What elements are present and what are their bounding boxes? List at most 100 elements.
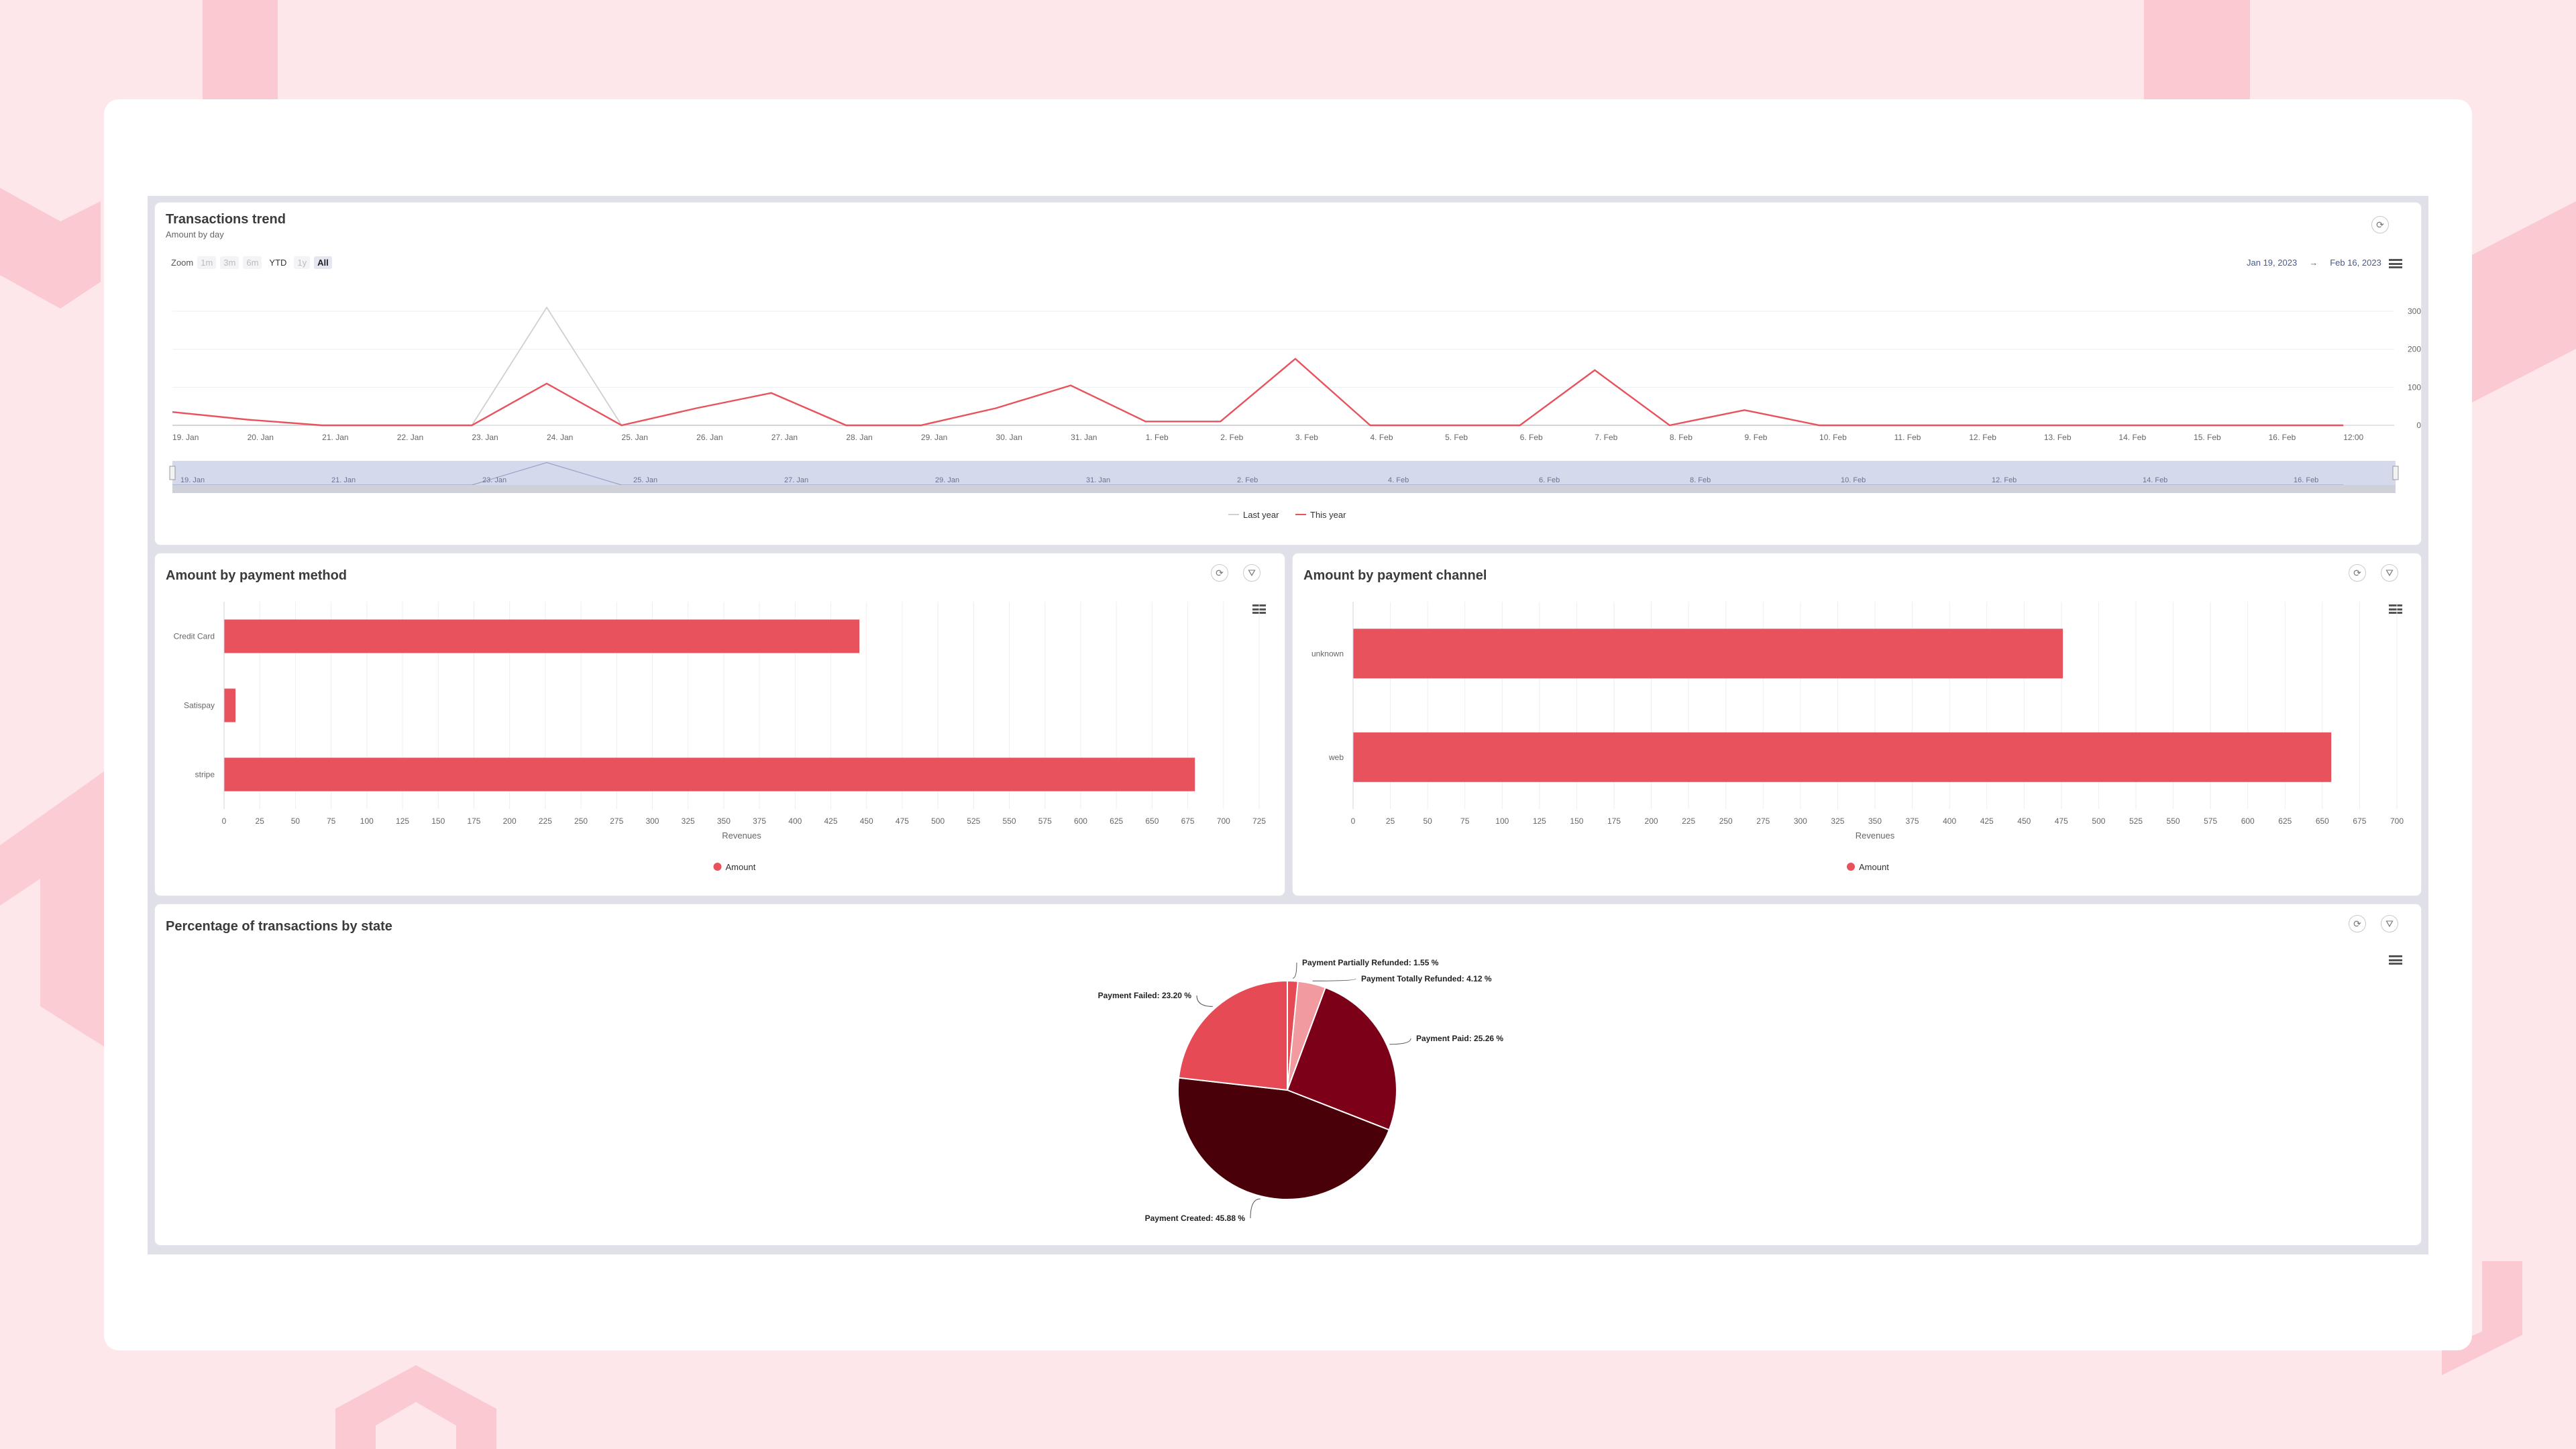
x-tick-label: 625 xyxy=(2278,816,2292,826)
background-stripe-left xyxy=(203,0,278,99)
pie-label: Payment Paid: 25.26 % xyxy=(1416,1034,1503,1043)
x-tick-label: 12. Feb xyxy=(1969,433,1996,442)
x-tick-label: 14. Feb xyxy=(2118,433,2146,442)
category-label: Satispay xyxy=(184,701,215,710)
legend-label-amount: Amount xyxy=(1859,862,1889,872)
filter-icon[interactable]: ⛛ xyxy=(2381,915,2398,932)
pie-slice xyxy=(1177,979,1288,1091)
x-tick-label: 21. Jan xyxy=(322,433,348,442)
legend-label-amount: Amount xyxy=(726,862,756,872)
x-tick-label: 175 xyxy=(467,816,480,826)
x-tick-label: 23. Jan xyxy=(472,433,498,442)
range-to-input[interactable]: Feb 16, 2023 xyxy=(2330,258,2381,268)
filter-icon[interactable]: ⛛ xyxy=(1243,564,1260,582)
x-tick-label: 24. Jan xyxy=(547,433,573,442)
x-tick-label: 150 xyxy=(431,816,445,826)
x-tick-label: 27. Jan xyxy=(771,433,798,442)
x-tick-label: 475 xyxy=(2055,816,2068,826)
x-tick-label: 450 xyxy=(860,816,873,826)
x-tick-label: 500 xyxy=(2092,816,2105,826)
navigator-label: 16. Feb xyxy=(2294,476,2318,484)
x-tick-label: 25 xyxy=(256,816,265,826)
refresh-icon[interactable]: ⟳ xyxy=(2349,915,2366,932)
hamburger-menu-icon[interactable] xyxy=(2389,604,2402,614)
zoom-ytd-button[interactable]: YTD xyxy=(269,258,287,268)
x-tick-label: 175 xyxy=(1607,816,1621,826)
range-separator: → xyxy=(2309,258,2318,268)
legend-marker-amount xyxy=(1847,863,1855,871)
bar xyxy=(1353,732,2332,782)
x-tick-label: 50 xyxy=(1423,816,1432,826)
x-tick-label: 31. Jan xyxy=(1071,433,1097,442)
zoom-all-button[interactable]: All xyxy=(314,256,332,269)
x-tick-label: 250 xyxy=(574,816,588,826)
panel-title: Amount by payment channel xyxy=(1303,568,1487,583)
bar xyxy=(224,688,236,722)
x-tick-label: 650 xyxy=(1145,816,1159,826)
pie-label: Payment Failed: 23.20 % xyxy=(1098,991,1192,1000)
background-stripe-right xyxy=(2144,0,2250,99)
filter-icon[interactable]: ⛛ xyxy=(2381,564,2398,582)
pie-label: Payment Partially Refunded: 1.55 % xyxy=(1302,958,1439,967)
x-tick-label: 700 xyxy=(2390,816,2404,826)
navigator-label: 31. Jan xyxy=(1086,476,1110,484)
x-tick-label: 16. Feb xyxy=(2269,433,2296,442)
hamburger-menu-icon[interactable] xyxy=(2389,259,2402,268)
x-tick-label: 100 xyxy=(1495,816,1509,826)
refresh-icon[interactable]: ⟳ xyxy=(2349,564,2366,582)
navigator-label: 12. Feb xyxy=(1992,476,2017,484)
x-tick-label: 100 xyxy=(360,816,374,826)
x-tick-label: 75 xyxy=(1460,816,1470,826)
category-label: stripe xyxy=(195,770,215,780)
x-tick-label: 28. Jan xyxy=(846,433,872,442)
pie-connector xyxy=(1389,1038,1411,1045)
range-from-input[interactable]: Jan 19, 2023 xyxy=(2247,258,2298,268)
x-tick-label: 525 xyxy=(967,816,980,826)
payment-channel-panel: Amount by payment channel ⟳ ⛛ 0 25 50 75 100… xyxy=(1293,553,2421,896)
panel-title: Transactions trend xyxy=(166,212,286,227)
x-tick-label: 325 xyxy=(682,816,695,826)
x-tick-label: 5. Feb xyxy=(1445,433,1468,442)
x-tick-label: 500 xyxy=(931,816,945,826)
category-label: web xyxy=(1328,753,1344,762)
x-tick-label: 675 xyxy=(1181,816,1195,826)
pie-connector xyxy=(1292,962,1297,979)
payment-method-panel: Amount by payment method ⟳ ⛛ 0 25 50 75 100 1… xyxy=(155,553,1285,896)
hamburger-menu-icon[interactable] xyxy=(2389,955,2402,965)
x-tick-label: 8. Feb xyxy=(1670,433,1693,442)
date-range: Jan 19, 2023 → Feb 16, 2023 xyxy=(2247,258,2381,268)
refresh-icon[interactable]: ⟳ xyxy=(2371,216,2389,233)
x-tick-label: 225 xyxy=(539,816,552,826)
legend-marker-amount xyxy=(713,863,722,871)
zoom-1m-button[interactable]: 1m xyxy=(197,256,217,269)
x-axis-title: Revenues xyxy=(722,830,761,841)
refresh-icon[interactable]: ⟳ xyxy=(1211,564,1228,582)
series-line-last-year xyxy=(172,306,2344,426)
x-tick-label: 650 xyxy=(2316,816,2329,826)
pie-connector xyxy=(1196,995,1213,1007)
x-tick-label: 12:00 xyxy=(2343,433,2363,442)
x-tick-label: 400 xyxy=(1943,816,1956,826)
zoom-1y-button[interactable]: 1y xyxy=(294,256,311,269)
bar xyxy=(224,757,1195,792)
x-tick-label: 200 xyxy=(503,816,517,826)
navigator-label: 29. Jan xyxy=(935,476,959,484)
zoom-3m-button[interactable]: 3m xyxy=(220,256,239,269)
y-tick-label: 100 xyxy=(2408,382,2421,392)
y-tick-label: 0 xyxy=(2416,421,2421,430)
transactions-trend-panel: Transactions trend Amount by day ⟳ Zoom … xyxy=(155,203,2421,545)
navigator-label: 27. Jan xyxy=(784,476,808,484)
payment-method-chart: 0 25 50 75 100 125 150 175 200 225 250 275 300 325 350… xyxy=(174,602,1266,872)
panel-title: Amount by payment method xyxy=(166,568,347,583)
navigator-label: 23. Jan xyxy=(482,476,506,484)
x-tick-label: 725 xyxy=(1252,816,1266,826)
pie-label: Payment Totally Refunded: 4.12 % xyxy=(1361,974,1492,983)
x-tick-label: 225 xyxy=(1682,816,1695,826)
zoom-6m-button[interactable]: 6m xyxy=(243,256,262,269)
x-tick-label: 350 xyxy=(717,816,731,826)
navigator-scrollbar xyxy=(172,485,2396,493)
x-tick-label: 125 xyxy=(396,816,409,826)
category-label: unknown xyxy=(1311,649,1344,658)
x-axis-title: Revenues xyxy=(1856,830,1895,841)
x-tick-label: 25. Jan xyxy=(622,433,648,442)
